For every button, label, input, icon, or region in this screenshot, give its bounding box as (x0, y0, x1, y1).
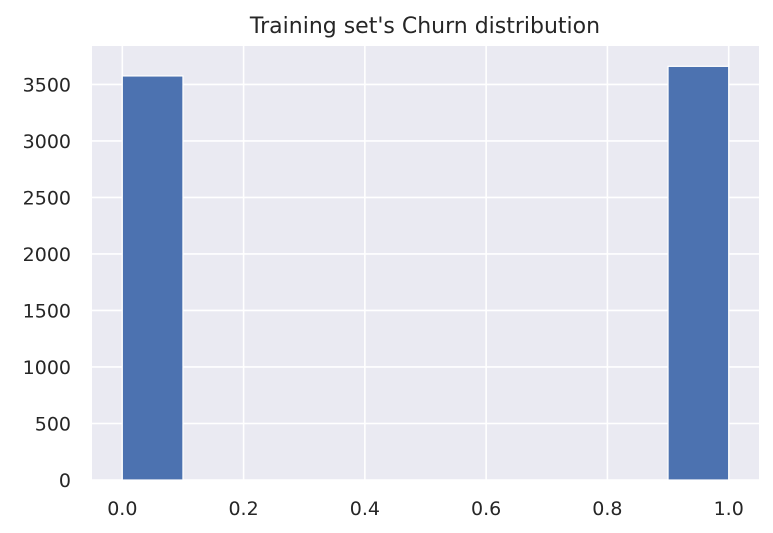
x-tick-label: 0.4 (350, 498, 380, 520)
x-tick-label: 1.0 (714, 498, 744, 520)
y-tick-label: 1000 (23, 357, 71, 379)
histogram-bar (121, 75, 184, 481)
y-tick-label: 3500 (23, 74, 71, 96)
chart-title: Training set's Churn distribution (249, 14, 600, 39)
histogram-bar (667, 65, 730, 481)
x-axis-ticks: 0.0 0.2 0.4 0.6 0.8 1.0 (107, 498, 744, 520)
y-tick-label: 3000 (23, 131, 71, 153)
y-axis-ticks: 0 500 1000 1500 2000 2500 3000 3500 (23, 74, 71, 492)
y-tick-label: 2500 (23, 187, 71, 209)
plot-area (92, 46, 759, 480)
x-tick-label: 0.2 (228, 498, 258, 520)
bars (121, 65, 730, 481)
y-tick-label: 500 (35, 413, 71, 435)
y-tick-label: 0 (59, 470, 71, 492)
x-tick-label: 0.8 (592, 498, 622, 520)
x-tick-label: 0.6 (471, 498, 501, 520)
y-tick-label: 1500 (23, 300, 71, 322)
x-tick-label: 0.0 (107, 498, 137, 520)
y-tick-label: 2000 (23, 244, 71, 266)
